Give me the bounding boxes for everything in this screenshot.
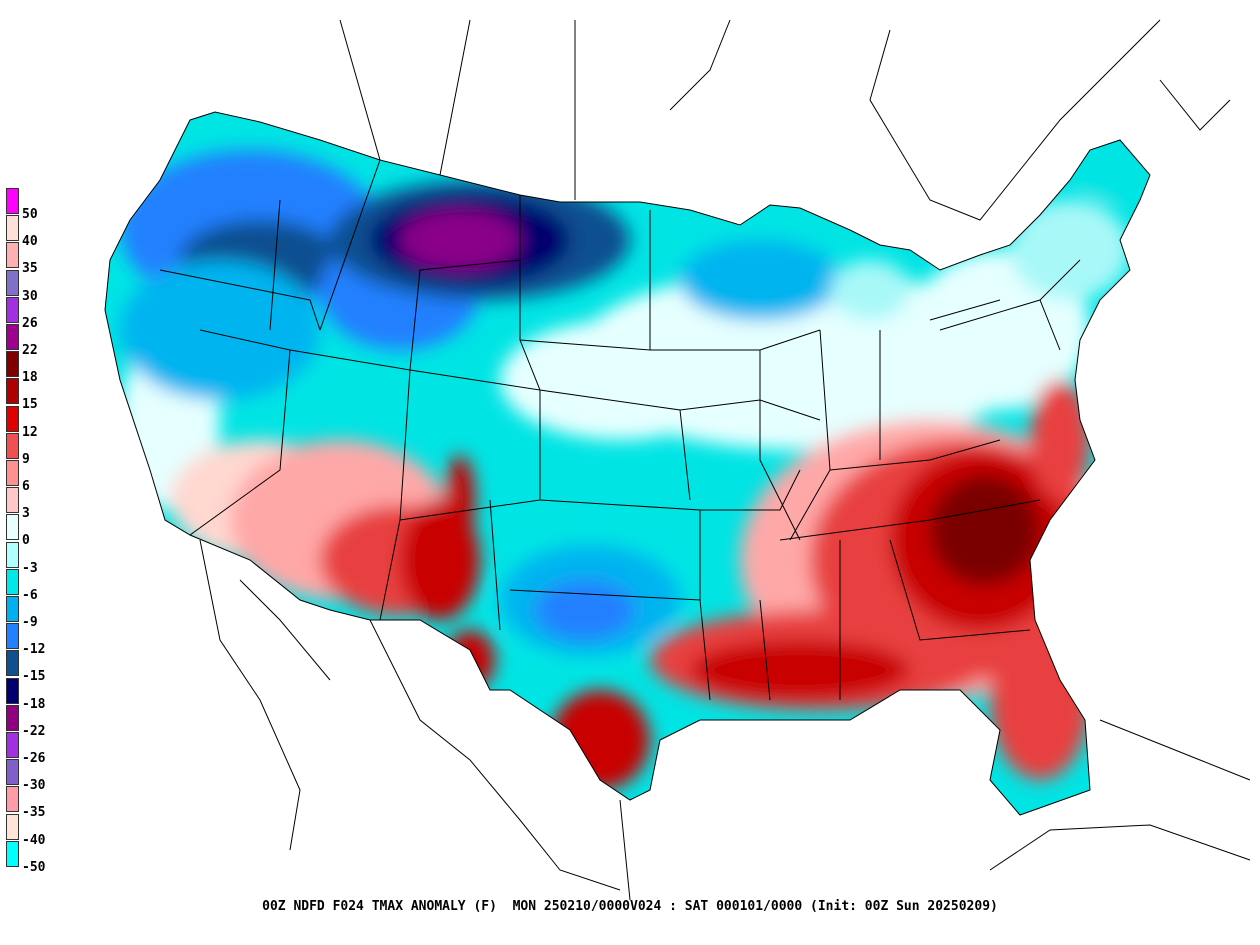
legend-swatch (6, 378, 19, 405)
legend-label: 30 (22, 288, 38, 304)
legend-swatch (6, 786, 19, 813)
legend-label: -6 (22, 587, 38, 603)
legend-swatch (6, 188, 19, 214)
legend-label: 35 (22, 261, 38, 277)
legend-label: 9 (22, 451, 30, 467)
legend-swatch (6, 704, 19, 731)
legend-label: 50 (22, 207, 38, 222)
legend-label: -40 (22, 832, 46, 848)
legend-swatch (6, 623, 19, 650)
legend-swatch (6, 840, 19, 867)
legend-label: 12 (22, 424, 38, 440)
legend-swatch (6, 650, 19, 677)
legend-swatch (6, 759, 19, 786)
us-outline (104, 111, 1151, 816)
legend-label: 3 (22, 506, 30, 522)
legend-swatch (6, 242, 19, 269)
legend-swatch (6, 269, 19, 296)
legend-swatch (6, 514, 19, 541)
legend-swatch (6, 351, 19, 378)
anomaly-field (105, 112, 1150, 815)
legend-swatch (6, 405, 19, 432)
legend-swatch (6, 324, 19, 350)
legend-label: 6 (22, 479, 30, 494)
color-legend: 50 40 35 30 26 22 18 15 12 9 6 3 0 -3 -6 -9 -12 -15 -18 -22… (6, 188, 66, 900)
legend-swatch (6, 296, 19, 323)
legend-label: -22 (22, 723, 46, 739)
legend-swatch (6, 732, 19, 758)
legend-label: -35 (22, 805, 46, 821)
legend-label: -50 (22, 859, 46, 875)
legend-swatch (6, 215, 19, 242)
legend-label: -26 (22, 751, 46, 766)
legend-label: -3 (22, 560, 38, 576)
legend-label: 18 (22, 370, 38, 386)
legend-label: -12 (22, 642, 46, 658)
legend-label: -15 (22, 669, 46, 685)
legend-label: 0 (22, 533, 30, 549)
legend-label: 15 (22, 397, 38, 413)
map-caption: 00Z NDFD F024 TMAX ANOMALY (F) MON 25021… (262, 899, 998, 914)
map-outlines (104, 19, 1251, 901)
legend-swatch (6, 432, 19, 459)
legend-swatch (6, 487, 19, 514)
legend-swatch (6, 568, 19, 595)
legend-label: 26 (22, 315, 38, 331)
legend-label: 40 (22, 234, 38, 250)
legend-swatch (6, 813, 19, 840)
legend-label: 22 (22, 343, 38, 358)
legend-swatch (6, 677, 19, 704)
legend-label: -18 (22, 696, 46, 712)
legend-swatch (6, 596, 19, 622)
legend-label: -30 (22, 778, 46, 794)
legend-swatch (6, 460, 19, 486)
legend-label: -9 (22, 615, 38, 630)
legend-swatch (6, 541, 19, 568)
